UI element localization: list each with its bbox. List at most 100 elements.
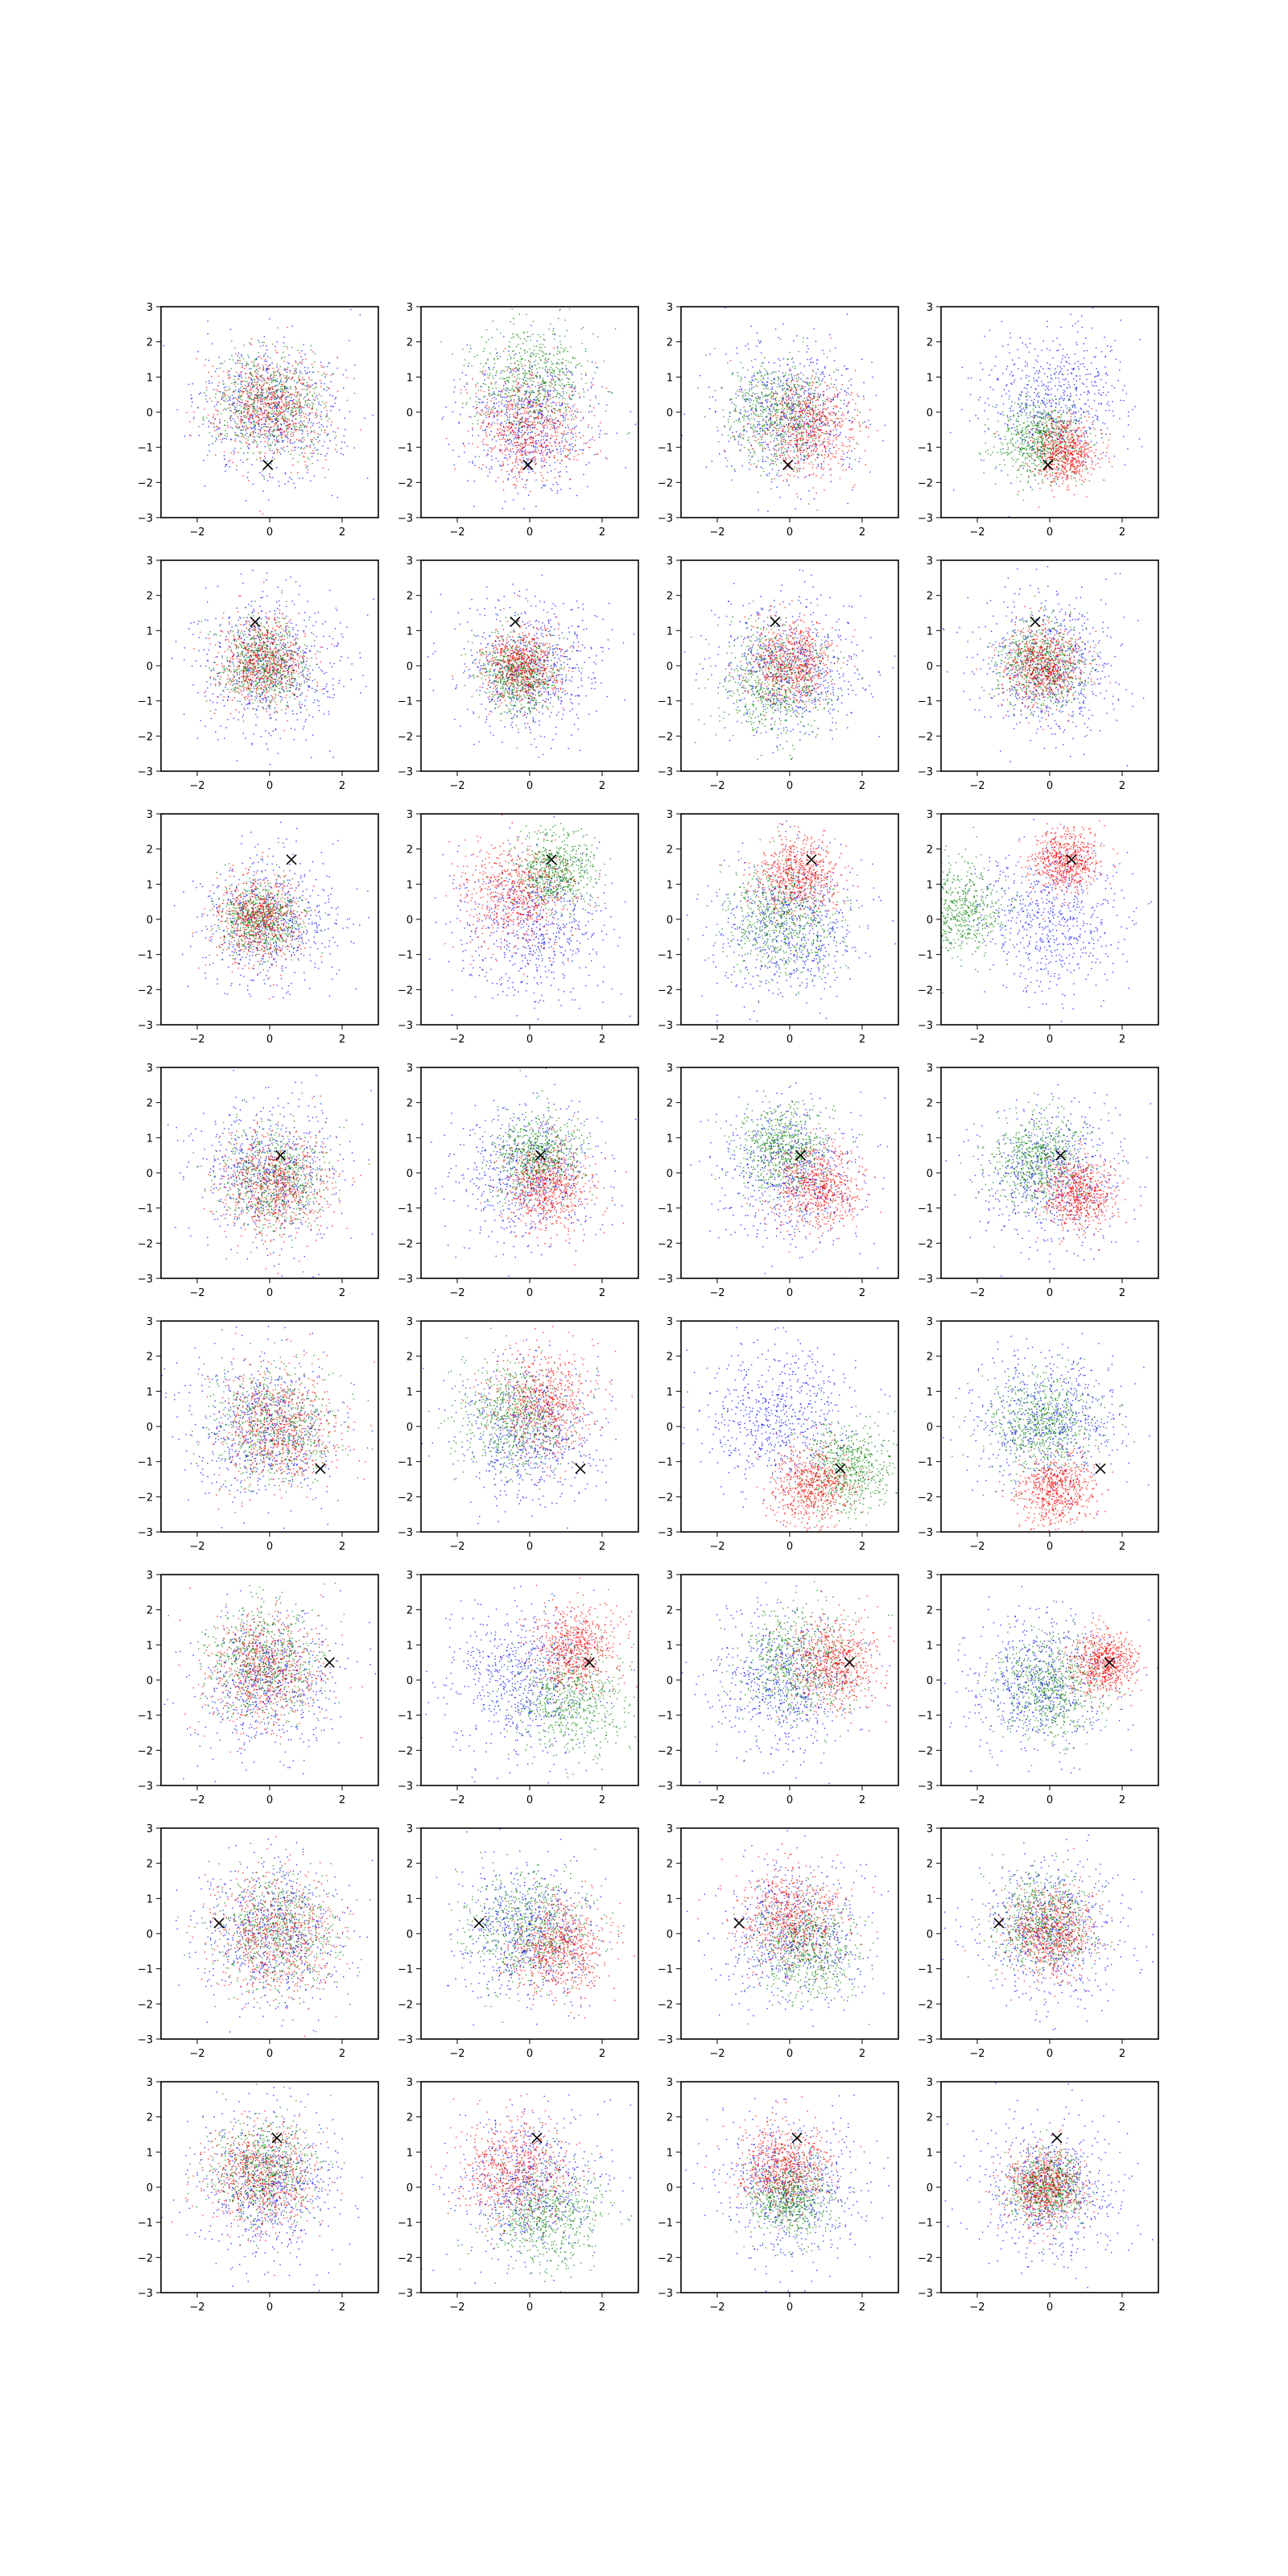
green-point bbox=[781, 417, 782, 418]
red-point bbox=[257, 398, 258, 399]
green-point bbox=[328, 418, 329, 419]
blue-point bbox=[583, 474, 584, 475]
green-point bbox=[801, 436, 802, 437]
blue-point bbox=[769, 450, 770, 451]
green-point bbox=[279, 374, 280, 375]
red-point bbox=[515, 462, 516, 463]
red-point bbox=[287, 441, 288, 442]
green-point bbox=[305, 425, 306, 426]
blue-point bbox=[815, 341, 816, 342]
red-point bbox=[266, 418, 267, 419]
green-point bbox=[290, 454, 291, 455]
green-point bbox=[557, 351, 558, 352]
green-point bbox=[799, 389, 800, 390]
green-point bbox=[797, 396, 798, 397]
green-point bbox=[298, 350, 299, 351]
blue-point bbox=[312, 385, 313, 386]
blue-point bbox=[453, 391, 454, 392]
red-point bbox=[550, 429, 551, 430]
y-tick-label: −2 bbox=[138, 477, 153, 489]
red-point bbox=[272, 397, 273, 398]
green-point bbox=[240, 363, 241, 364]
blue-point bbox=[532, 427, 533, 428]
blue-point bbox=[601, 386, 602, 387]
green-point bbox=[286, 390, 287, 391]
blue-point bbox=[538, 440, 539, 441]
red-point bbox=[298, 391, 299, 392]
red-point bbox=[543, 460, 544, 461]
red-point bbox=[544, 459, 545, 460]
green-point bbox=[247, 446, 248, 447]
green-point bbox=[522, 386, 523, 387]
red-point bbox=[532, 440, 533, 441]
blue-point bbox=[556, 482, 557, 483]
red-point bbox=[331, 374, 332, 375]
blue-point bbox=[572, 437, 573, 438]
green-point bbox=[515, 406, 516, 407]
green-point bbox=[253, 433, 254, 434]
green-point bbox=[597, 367, 598, 368]
blue-point bbox=[833, 408, 834, 409]
green-point bbox=[280, 397, 281, 398]
red-point bbox=[562, 388, 563, 389]
red-point bbox=[530, 439, 531, 440]
red-point bbox=[259, 457, 260, 458]
red-point bbox=[476, 386, 477, 387]
green-point bbox=[563, 415, 564, 416]
red-point bbox=[547, 445, 548, 446]
red-point bbox=[578, 454, 579, 455]
green-point bbox=[230, 368, 231, 369]
green-point bbox=[762, 445, 763, 446]
blue-point bbox=[779, 427, 780, 428]
green-point bbox=[328, 362, 329, 363]
red-point bbox=[489, 427, 490, 428]
blue-point bbox=[470, 417, 471, 418]
blue-point bbox=[778, 370, 779, 371]
blue-point bbox=[319, 440, 320, 441]
blue-point bbox=[547, 376, 548, 377]
green-point bbox=[763, 409, 764, 410]
red-point bbox=[236, 426, 237, 427]
blue-point bbox=[526, 459, 527, 460]
red-point bbox=[488, 377, 489, 378]
blue-point bbox=[575, 415, 576, 416]
red-point bbox=[256, 387, 257, 388]
blue-point bbox=[558, 472, 559, 473]
red-point bbox=[310, 432, 311, 433]
green-point bbox=[296, 401, 297, 402]
blue-point bbox=[793, 423, 794, 424]
green-point bbox=[502, 370, 503, 371]
blue-point bbox=[207, 401, 208, 402]
red-point bbox=[530, 400, 531, 401]
green-point bbox=[280, 423, 281, 424]
green-point bbox=[776, 397, 777, 398]
blue-point bbox=[484, 375, 485, 376]
red-point bbox=[477, 447, 478, 448]
blue-point bbox=[760, 341, 761, 342]
blue-point bbox=[301, 350, 302, 351]
blue-point bbox=[823, 395, 824, 396]
green-point bbox=[518, 368, 519, 369]
green-point bbox=[529, 392, 530, 393]
red-point bbox=[317, 442, 318, 443]
green-point bbox=[277, 378, 278, 379]
y-tick-label: 3 bbox=[407, 302, 413, 314]
red-point bbox=[251, 361, 252, 362]
blue-point bbox=[872, 377, 873, 378]
blue-point bbox=[291, 479, 292, 480]
blue-point bbox=[163, 345, 164, 346]
red-point bbox=[312, 450, 313, 451]
blue-point bbox=[528, 472, 529, 473]
red-point bbox=[552, 436, 553, 437]
red-point bbox=[250, 395, 251, 396]
green-point bbox=[353, 378, 354, 379]
blue-point bbox=[320, 416, 321, 417]
green-point bbox=[505, 421, 506, 422]
red-point bbox=[218, 434, 219, 435]
green-point bbox=[539, 376, 540, 377]
red-point bbox=[560, 423, 561, 424]
green-point bbox=[791, 416, 792, 417]
blue-point bbox=[630, 411, 631, 412]
green-point bbox=[321, 430, 322, 431]
green-point bbox=[205, 359, 206, 360]
